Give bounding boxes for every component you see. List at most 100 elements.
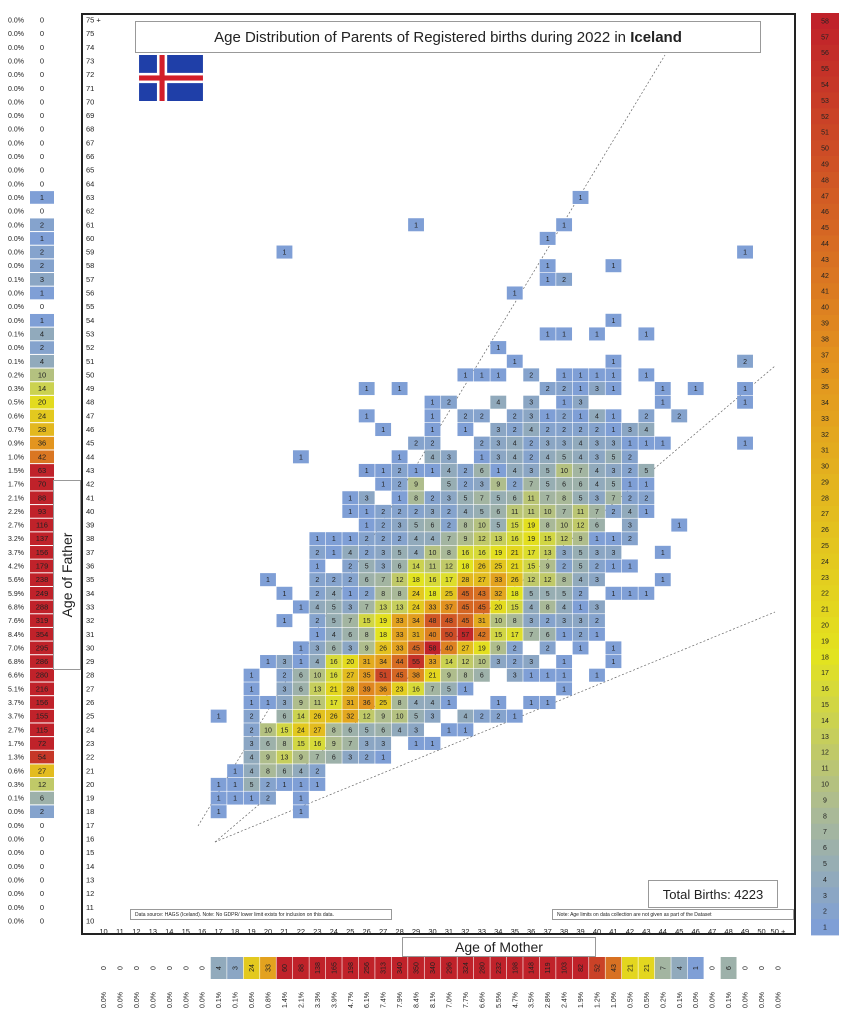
father-total-value: 70 (38, 480, 46, 489)
heatmap-cell-value: 1 (431, 427, 435, 434)
heatmap-cell (391, 614, 408, 628)
heatmap-cell (391, 668, 408, 682)
legend-value: 36 (821, 368, 829, 375)
heatmap-cell-value: 2 (546, 427, 550, 434)
heatmap-cell (375, 573, 392, 587)
heatmap-cell-value: 45 (478, 604, 486, 611)
mother-pct-value: 1.4% (282, 992, 289, 1008)
heatmap-cell-value: 3 (529, 400, 533, 407)
heatmap-cell (473, 504, 490, 518)
heatmap-cell (457, 586, 474, 600)
heatmap-cell (309, 750, 326, 764)
heatmap-cell (506, 655, 523, 669)
heatmap-cell-value: 3 (529, 413, 533, 420)
y-tick-label: 19 (86, 794, 94, 803)
heatmap-cell (276, 695, 293, 710)
y-tick-label: 35 (86, 575, 94, 584)
heatmap-cell-value: 3 (250, 741, 254, 748)
father-total-value: 155 (36, 712, 49, 721)
father-pct-value: 0.1% (8, 359, 24, 366)
heatmap-cell (605, 559, 622, 573)
legend-value: 55 (821, 66, 829, 73)
heatmap-cell-value: 33 (396, 645, 404, 652)
y-tick-label: 47 (86, 411, 94, 420)
legend-swatch (811, 156, 839, 173)
heatmap-cell-value: 2 (282, 673, 286, 680)
mother-pct-value: 2.8% (545, 992, 552, 1008)
legend-swatch (811, 171, 839, 189)
heatmap-cell (424, 655, 441, 669)
heatmap-cell (391, 573, 408, 587)
heatmap-cell-value: 10 (544, 509, 552, 516)
heatmap-cell (309, 532, 326, 546)
father-pct-value: 0.0% (8, 318, 24, 325)
heatmap-cell (490, 491, 507, 505)
heatmap-cell (375, 463, 392, 477)
heatmap-cell-value: 19 (527, 536, 535, 543)
heatmap-cell (737, 395, 753, 409)
father-pct-value: 0.9% (8, 441, 24, 448)
heatmap-cell-value: 2 (365, 550, 369, 557)
heatmap-cell-value: 1 (513, 714, 517, 721)
y-tick-label: 73 (86, 56, 94, 65)
x-tick-label: 32 (461, 927, 469, 936)
mother-total-value: 340 (430, 962, 437, 974)
heatmap-cell (441, 614, 457, 628)
mother-pct-value: 8.1% (430, 992, 437, 1008)
father-total-cell (30, 477, 54, 491)
heatmap-cell-value: 5 (480, 509, 484, 516)
father-total-value: 288 (36, 602, 49, 611)
legend-value: 37 (821, 352, 829, 359)
y-tick-label: 20 (86, 780, 94, 789)
heatmap-cell-value: 2 (529, 441, 533, 448)
heatmap-cell (539, 532, 556, 546)
heatmap-cell-value: 2 (365, 755, 369, 762)
heatmap-cell (408, 655, 424, 669)
heatmap-cell (292, 777, 309, 791)
heatmap-cell (572, 518, 589, 532)
heatmap-cell-value: 2 (431, 441, 435, 448)
father-pct-value: 6.6% (8, 673, 24, 680)
legend-value: 56 (821, 50, 829, 57)
mother-pct-value: 0.0% (101, 992, 108, 1008)
father-total-value: 1 (40, 193, 44, 202)
heatmap-cell-value: 2 (595, 618, 599, 625)
mother-total-cell (523, 957, 540, 979)
legend-value: 10 (821, 781, 829, 788)
heatmap-cell (490, 436, 507, 450)
heatmap-cell (473, 477, 490, 491)
x-tick-label: 41 (609, 927, 617, 936)
heatmap-cell (638, 436, 655, 450)
heatmap-cell (589, 409, 605, 423)
x-tick-label: 40 (593, 927, 601, 936)
heatmap-cell (276, 245, 293, 259)
heatmap-cell-value: 8 (546, 523, 550, 530)
heatmap-cell (342, 736, 359, 750)
mother-total-value: 1 (693, 966, 700, 970)
heatmap-cell (572, 627, 589, 641)
father-pct-value: 0.0% (8, 18, 24, 25)
y-tick-label: 57 (86, 275, 94, 284)
mother-pct-value: 4.7% (512, 992, 519, 1008)
father-total-value: 216 (36, 684, 49, 693)
mother-total-value: 88 (298, 964, 305, 972)
heatmap-cell (210, 791, 227, 805)
heatmap-cell-value: 2 (398, 468, 402, 475)
heatmap-cell (342, 627, 359, 641)
mother-pct-value: 0.8% (266, 992, 273, 1008)
heatmap-cell-value: 5 (611, 454, 615, 461)
chart-title: Age Distribution of Parents of Registere… (135, 21, 761, 53)
heatmap-cell-value: 39 (363, 686, 371, 693)
heatmap-cell (227, 777, 244, 791)
mother-pct-value: 7.4% (381, 992, 388, 1008)
heatmap-cell-value: 3 (611, 468, 615, 475)
heatmap-cell-value: 4 (579, 577, 583, 584)
heatmap-cell-value: 3 (496, 659, 500, 666)
mother-total-cell (621, 957, 638, 979)
heatmap-cell (556, 532, 573, 546)
heatmap-cell-value: 1 (299, 454, 303, 461)
heatmap-cell-value: 2 (266, 782, 270, 789)
heatmap-cell (408, 723, 424, 737)
heatmap-cell (473, 641, 490, 655)
heatmap-cell (375, 668, 392, 682)
